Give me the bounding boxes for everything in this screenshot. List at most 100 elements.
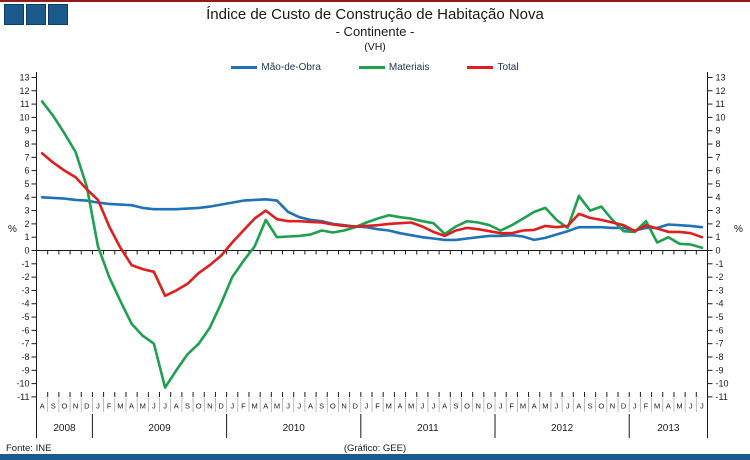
y-tick-label-left: 10	[19, 112, 29, 122]
footer-credit: (Gráfico: GEE)	[343, 443, 407, 454]
month-letter: D	[621, 402, 627, 411]
y-tick-label-right: -3	[716, 285, 724, 295]
year-label: 2010	[283, 423, 306, 434]
month-letter: O	[330, 402, 336, 411]
month-letter: N	[207, 402, 212, 411]
y-tick-label-left: -9	[21, 365, 29, 375]
month-letter: A	[397, 402, 402, 411]
month-letter: J	[432, 402, 436, 411]
month-letter: J	[163, 402, 167, 411]
year-label: 2011	[417, 423, 439, 434]
month-letter: F	[375, 402, 380, 411]
y-tick-label-right: 4	[716, 192, 721, 202]
y-tick-label-right: -9	[716, 365, 724, 375]
y-tick-label-right: 8	[716, 139, 721, 149]
y-tick-label-left: -4	[21, 299, 29, 309]
month-letter: A	[666, 402, 671, 411]
month-letter: S	[453, 402, 458, 411]
y-tick-label-right: 3	[716, 206, 721, 216]
y-tick-label-right: 11	[716, 99, 725, 109]
month-letter: A	[174, 402, 179, 411]
y-tick-label-right: 9	[716, 126, 721, 136]
y-tick-label-left: -10	[16, 379, 29, 389]
y-tick-label-right: 2	[716, 219, 721, 229]
bottom-bar	[0, 454, 750, 460]
month-letter: J	[152, 402, 156, 411]
month-letter: F	[107, 402, 112, 411]
legend-label: Materiais	[388, 62, 430, 73]
y-tick-label-left: -1	[21, 259, 29, 269]
y-tick-label-left: -5	[21, 312, 29, 322]
y-tick-label-right: 5	[716, 179, 721, 189]
month-letter: O	[62, 402, 68, 411]
month-letter: N	[476, 402, 481, 411]
month-letter: M	[386, 402, 392, 411]
month-letter: S	[319, 402, 324, 411]
month-letter: N	[341, 402, 346, 411]
month-letter: A	[129, 402, 134, 411]
y-tick-label-left: 1	[24, 232, 29, 242]
legend-label: Mão-de-Obra	[261, 62, 321, 73]
series-line-Mão-de-Obra	[40, 196, 704, 242]
month-letter: M	[542, 402, 548, 411]
month-letter: D	[218, 402, 224, 411]
month-letter: J	[700, 402, 704, 411]
legend-swatch-blue	[231, 66, 258, 69]
month-letter: A	[40, 402, 45, 411]
year-label: 2008	[53, 423, 76, 434]
y-tick-label-right: -7	[716, 339, 724, 349]
month-letter: J	[96, 402, 100, 411]
y-tick-label-right: 12	[716, 86, 726, 96]
y-tick-label-left: 8	[24, 139, 29, 149]
logo-square-icon	[4, 4, 24, 25]
month-letter: S	[185, 402, 190, 411]
month-letter: J	[689, 402, 693, 411]
month-letter: D	[353, 402, 359, 411]
month-letter: M	[117, 402, 123, 411]
legend-swatch-red	[467, 66, 494, 69]
y-tick-label-left: 11	[20, 99, 29, 109]
legend: Mão-de-Obra Materiais Total	[0, 62, 750, 73]
y-tick-label-right: -8	[716, 352, 724, 362]
month-letter: S	[588, 402, 593, 411]
y-tick-label-right: -6	[716, 325, 724, 335]
y-tick-label-left: 13	[19, 72, 29, 82]
y-tick-label-right: 7	[716, 152, 721, 162]
legend-item-mao-de-obra: Mão-de-Obra	[231, 62, 321, 73]
title-block: Índice de Custo de Construção de Habitaç…	[0, 6, 750, 53]
month-letter: O	[464, 402, 470, 411]
y-tick-label-left: 5	[24, 179, 29, 189]
month-letter: A	[442, 402, 447, 411]
logo-square-icon	[48, 4, 68, 25]
month-letter: F	[644, 402, 649, 411]
y-tick-label-left: -7	[21, 339, 29, 349]
y-tick-label-left: -8	[21, 352, 29, 362]
month-letter: N	[73, 402, 78, 411]
month-letter: M	[520, 402, 526, 411]
chart-unit-label: (VH)	[364, 41, 386, 54]
y-tick-label-left: -6	[21, 325, 29, 335]
month-letter: A	[263, 402, 268, 411]
month-letter: S	[51, 402, 56, 411]
legend-label: Total	[497, 62, 519, 73]
month-letter: M	[274, 402, 280, 411]
y-tick-label-right: 0	[716, 246, 721, 256]
month-letter: J	[633, 402, 637, 411]
percent-label-right: %	[734, 224, 743, 235]
legend-swatch-green	[358, 66, 385, 69]
y-tick-label-left: 0	[24, 246, 29, 256]
top-rule	[0, 0, 750, 2]
y-tick-label-left: -3	[21, 285, 29, 295]
y-tick-label-right: 1	[716, 232, 721, 242]
month-letter: D	[487, 402, 493, 411]
y-tick-label-right: 13	[716, 72, 726, 82]
y-tick-label-right: 6	[716, 166, 721, 176]
month-letter: A	[308, 402, 313, 411]
chart-title: Índice de Custo de Construção de Habitaç…	[206, 6, 544, 23]
legend-item-materiais: Materiais	[358, 62, 430, 73]
month-letter: M	[408, 402, 414, 411]
y-tick-label-left: 4	[24, 192, 29, 202]
month-letter: J	[555, 402, 559, 411]
